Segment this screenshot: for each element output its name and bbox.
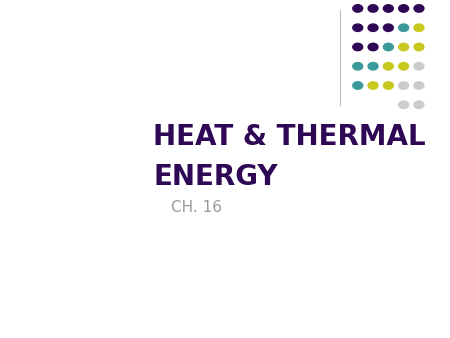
Circle shape (414, 82, 424, 89)
Circle shape (414, 24, 424, 31)
Circle shape (383, 5, 393, 12)
Circle shape (399, 63, 409, 70)
Circle shape (383, 43, 393, 51)
Circle shape (368, 63, 378, 70)
Circle shape (383, 24, 393, 31)
Circle shape (368, 82, 378, 89)
Circle shape (383, 82, 393, 89)
Circle shape (399, 101, 409, 108)
Text: ENERGY: ENERGY (153, 164, 278, 191)
Circle shape (414, 5, 424, 12)
Circle shape (399, 43, 409, 51)
Text: HEAT & THERMAL: HEAT & THERMAL (153, 123, 426, 151)
Circle shape (399, 5, 409, 12)
Circle shape (383, 63, 393, 70)
Circle shape (368, 43, 378, 51)
Text: CH. 16: CH. 16 (171, 200, 222, 215)
Circle shape (353, 82, 363, 89)
Circle shape (353, 5, 363, 12)
Circle shape (414, 43, 424, 51)
Circle shape (414, 63, 424, 70)
Circle shape (353, 24, 363, 31)
Circle shape (368, 24, 378, 31)
Circle shape (399, 82, 409, 89)
Circle shape (368, 5, 378, 12)
Circle shape (353, 63, 363, 70)
Circle shape (414, 101, 424, 108)
Circle shape (399, 24, 409, 31)
Circle shape (353, 43, 363, 51)
